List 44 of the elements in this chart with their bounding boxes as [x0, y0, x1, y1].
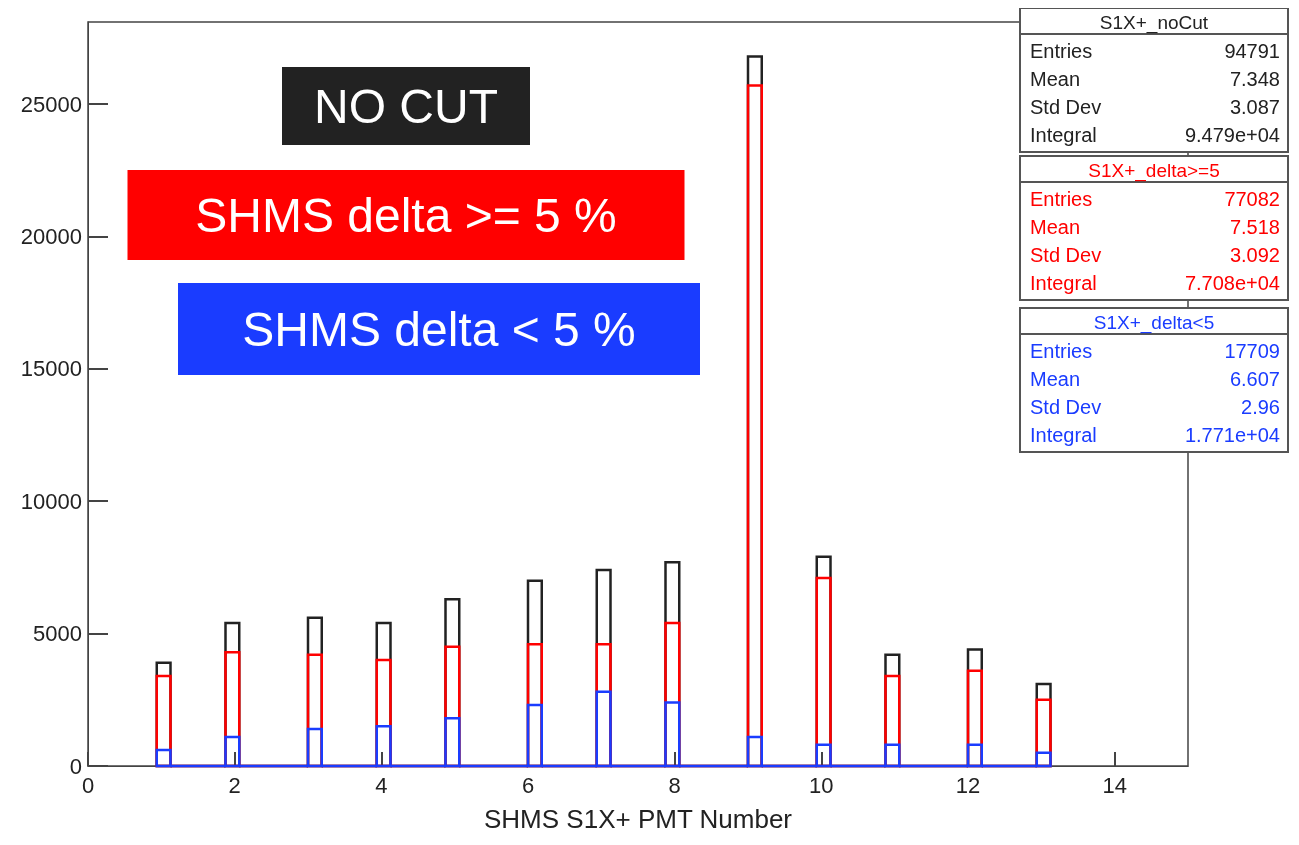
- x-tick-label: 10: [809, 772, 834, 798]
- text: 3.092: [1229, 244, 1280, 266]
- text: 77082: [1224, 188, 1280, 210]
- y-tick-label: 5000: [33, 621, 82, 647]
- text: S1X+_delta>=5: [1088, 159, 1220, 182]
- annotation: Integral: [1030, 424, 1097, 446]
- y-tick-label: 25000: [20, 91, 82, 117]
- text: 7.518: [1229, 216, 1280, 238]
- annotation: Mean: [1030, 368, 1081, 390]
- text: S1X+_delta<5: [1093, 311, 1215, 334]
- annotation: Integral: [1030, 124, 1097, 146]
- text: 3.087: [1229, 96, 1280, 118]
- annotation: SHMS delta < 5 %: [242, 302, 636, 356]
- annotation: 9.479e+04: [1184, 124, 1280, 146]
- annotation: Mean: [1030, 68, 1081, 90]
- y-tick-label: 10000: [20, 488, 82, 514]
- x-axis-title: SHMS S1X+ PMT Number: [483, 804, 793, 834]
- annotation: Integral: [1030, 272, 1097, 294]
- text: 2.96: [1241, 396, 1280, 418]
- annotation: Entries: [1030, 188, 1093, 210]
- text: 17709: [1224, 340, 1280, 362]
- x-tick-label: 8: [668, 772, 681, 798]
- x-tick-label: 14: [1102, 772, 1127, 798]
- annotation: Std Dev: [1030, 396, 1102, 418]
- annotation: NO CUT: [314, 79, 498, 133]
- text: 94791: [1224, 40, 1280, 62]
- text: S1X+_noCut: [1099, 11, 1209, 34]
- text: 7.348: [1229, 68, 1280, 90]
- y-tick-label: 15000: [20, 356, 82, 382]
- x-tick-label: 2: [228, 772, 241, 798]
- annotation: Mean: [1030, 216, 1081, 238]
- annotation: 7.708e+04: [1184, 272, 1280, 294]
- x-tick-label: 4: [375, 772, 388, 798]
- x-tick-label: 6: [521, 772, 535, 798]
- annotation: SHMS delta >= 5 %: [195, 188, 617, 242]
- annotation: 1.771e+04: [1184, 424, 1280, 446]
- annotation: Entries: [1030, 40, 1093, 62]
- annotation: Std Dev: [1030, 96, 1102, 118]
- y-tick-label: 20000: [20, 223, 82, 249]
- annotation: Entries: [1030, 340, 1093, 362]
- annotation: Std Dev: [1030, 244, 1102, 266]
- x-tick-label: 12: [955, 772, 981, 798]
- text: 6.607: [1229, 368, 1280, 390]
- y-tick-label: 0: [69, 753, 82, 779]
